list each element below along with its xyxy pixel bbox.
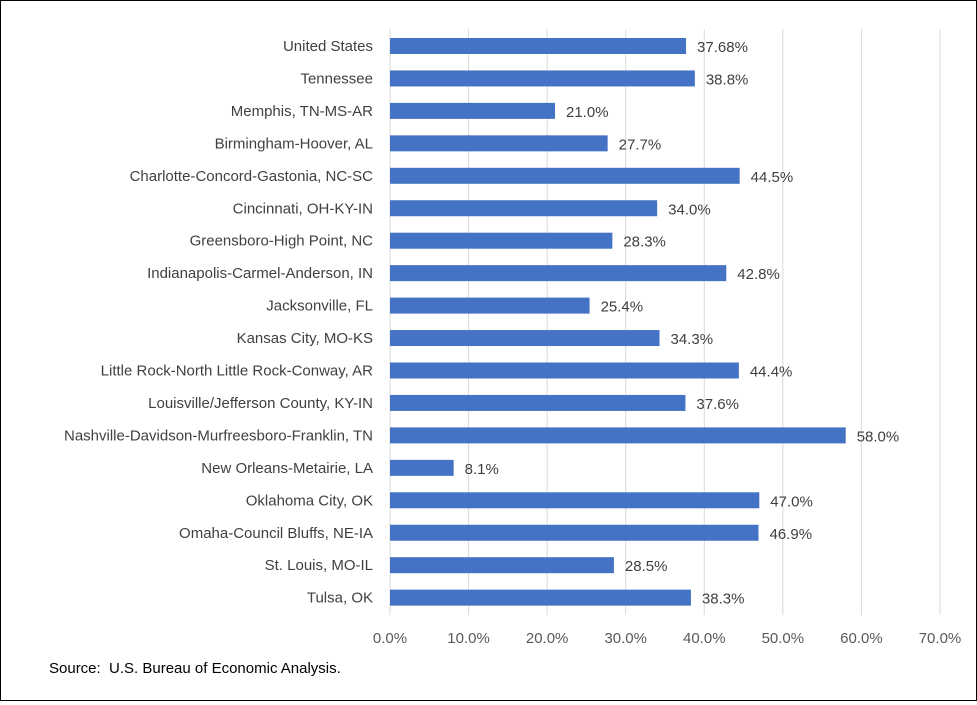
- data-label: 37.68%: [697, 39, 748, 56]
- category-label: Greensboro-High Point, NC: [190, 233, 374, 250]
- data-label: 28.3%: [623, 234, 666, 251]
- x-tick-label: 20.0%: [526, 630, 569, 647]
- category-label: Nashville-Davidson-Murfreesboro-Franklin…: [64, 427, 373, 444]
- data-label: 44.4%: [750, 364, 793, 381]
- category-label: Omaha-Council Bluffs, NE-IA: [179, 525, 373, 542]
- data-label: 38.8%: [706, 71, 749, 88]
- data-label: 27.7%: [619, 136, 662, 153]
- data-label: 37.6%: [696, 396, 739, 413]
- bar: [390, 265, 727, 282]
- category-label: St. Louis, MO-IL: [265, 557, 373, 574]
- data-label: 42.8%: [737, 266, 780, 283]
- data-label: 46.9%: [770, 526, 813, 543]
- category-label: Kansas City, MO-KS: [237, 330, 373, 347]
- x-tick-label: 0.0%: [373, 630, 407, 647]
- category-labels: United States Tennessee Memphis, TN-MS-AR B…: [64, 38, 373, 607]
- source-note: Source: U.S. Bureau of Economic Analysis…: [49, 660, 341, 677]
- category-label: United States: [283, 38, 373, 55]
- bars: [390, 38, 846, 606]
- bar: [390, 38, 687, 54]
- bar: [390, 524, 759, 541]
- data-label: 25.4%: [601, 299, 644, 316]
- data-label: 34.0%: [668, 201, 711, 218]
- x-tick-label: 10.0%: [447, 630, 490, 647]
- bar: [390, 70, 695, 87]
- category-label: Birmingham-Hoover, AL: [215, 135, 373, 152]
- bar: [390, 492, 760, 509]
- category-label: New Orleans-Metairie, LA: [201, 460, 373, 477]
- bar: [390, 102, 555, 119]
- data-label: 58.0%: [857, 428, 900, 445]
- bar: [390, 167, 740, 184]
- x-tick-label: 70.0%: [919, 630, 962, 647]
- bar: [390, 330, 660, 347]
- category-label: Oklahoma City, OK: [246, 492, 373, 509]
- bar: [390, 459, 454, 476]
- x-axis-tick-labels: 0.0% 10.0% 20.0% 30.0% 40.0% 50.0% 60.0% 70.0%: [373, 630, 961, 647]
- data-labels: 37.68% 38.8% 21.0% 27.7% 44.5% 34.0%28.3% 42.8…: [465, 39, 900, 608]
- category-label: Charlotte-Concord-Gastonia, NC-SC: [130, 168, 374, 185]
- data-label: 44.5%: [751, 169, 794, 186]
- data-label: 38.3%: [702, 591, 745, 608]
- category-label: Memphis, TN-MS-AR: [231, 103, 373, 120]
- bar: [390, 557, 614, 574]
- x-tick-label: 30.0%: [604, 630, 647, 647]
- x-tick-label: 40.0%: [683, 630, 726, 647]
- bar: [390, 427, 846, 444]
- category-label: Tulsa, OK: [307, 590, 373, 607]
- x-tick-label: 50.0%: [762, 630, 805, 647]
- category-label: Jacksonville, FL: [266, 298, 373, 315]
- category-label: Louisville/Jefferson County, KY-IN: [148, 395, 373, 412]
- bar: [390, 135, 608, 152]
- gridlines: [389, 29, 941, 615]
- data-label: 21.0%: [566, 104, 609, 121]
- category-label: Cincinnati, OH-KY-IN: [233, 200, 373, 217]
- bar: [390, 200, 658, 217]
- category-label: Tennessee: [300, 70, 373, 87]
- bar: [390, 589, 691, 606]
- category-label: Little Rock-North Little Rock-Conway, AR: [101, 363, 373, 380]
- data-label: 47.0%: [770, 493, 813, 510]
- bar: [390, 232, 613, 249]
- x-tick-label: 60.0%: [840, 630, 883, 647]
- data-label: 28.5%: [625, 558, 668, 575]
- data-label: 8.1%: [465, 461, 499, 478]
- bar: [390, 362, 739, 379]
- bar: [390, 297, 590, 314]
- category-label: Indianapolis-Carmel-Anderson, IN: [147, 265, 373, 282]
- bar: [390, 394, 686, 411]
- data-label: 34.3%: [671, 331, 714, 348]
